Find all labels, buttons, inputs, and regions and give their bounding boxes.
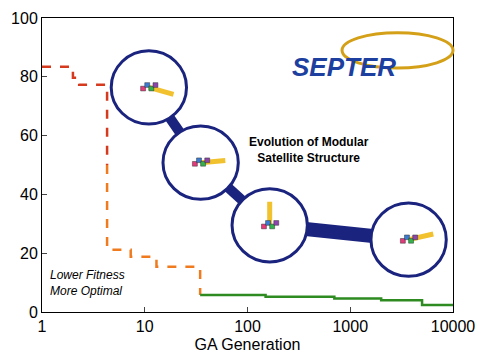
- svg-text:SEPTER: SEPTER: [292, 52, 396, 82]
- svg-text:60: 60: [20, 127, 38, 144]
- svg-text:100: 100: [234, 318, 261, 335]
- svg-text:0: 0: [29, 304, 38, 321]
- svg-text:GA Generation: GA Generation: [195, 336, 301, 353]
- svg-text:100: 100: [11, 10, 38, 27]
- svg-text:40: 40: [20, 186, 38, 203]
- svg-text:1000: 1000: [332, 318, 368, 335]
- svg-text:10000: 10000: [431, 318, 476, 335]
- svg-text:10: 10: [136, 318, 154, 335]
- svg-text:Evolution of ModularSatellite: Evolution of ModularSatellite Structure: [249, 135, 369, 165]
- svg-text:1: 1: [38, 318, 47, 335]
- svg-text:Lower FitnessMore Optimal: Lower FitnessMore Optimal: [50, 268, 125, 298]
- svg-text:80: 80: [20, 68, 38, 85]
- svg-text:20: 20: [20, 245, 38, 262]
